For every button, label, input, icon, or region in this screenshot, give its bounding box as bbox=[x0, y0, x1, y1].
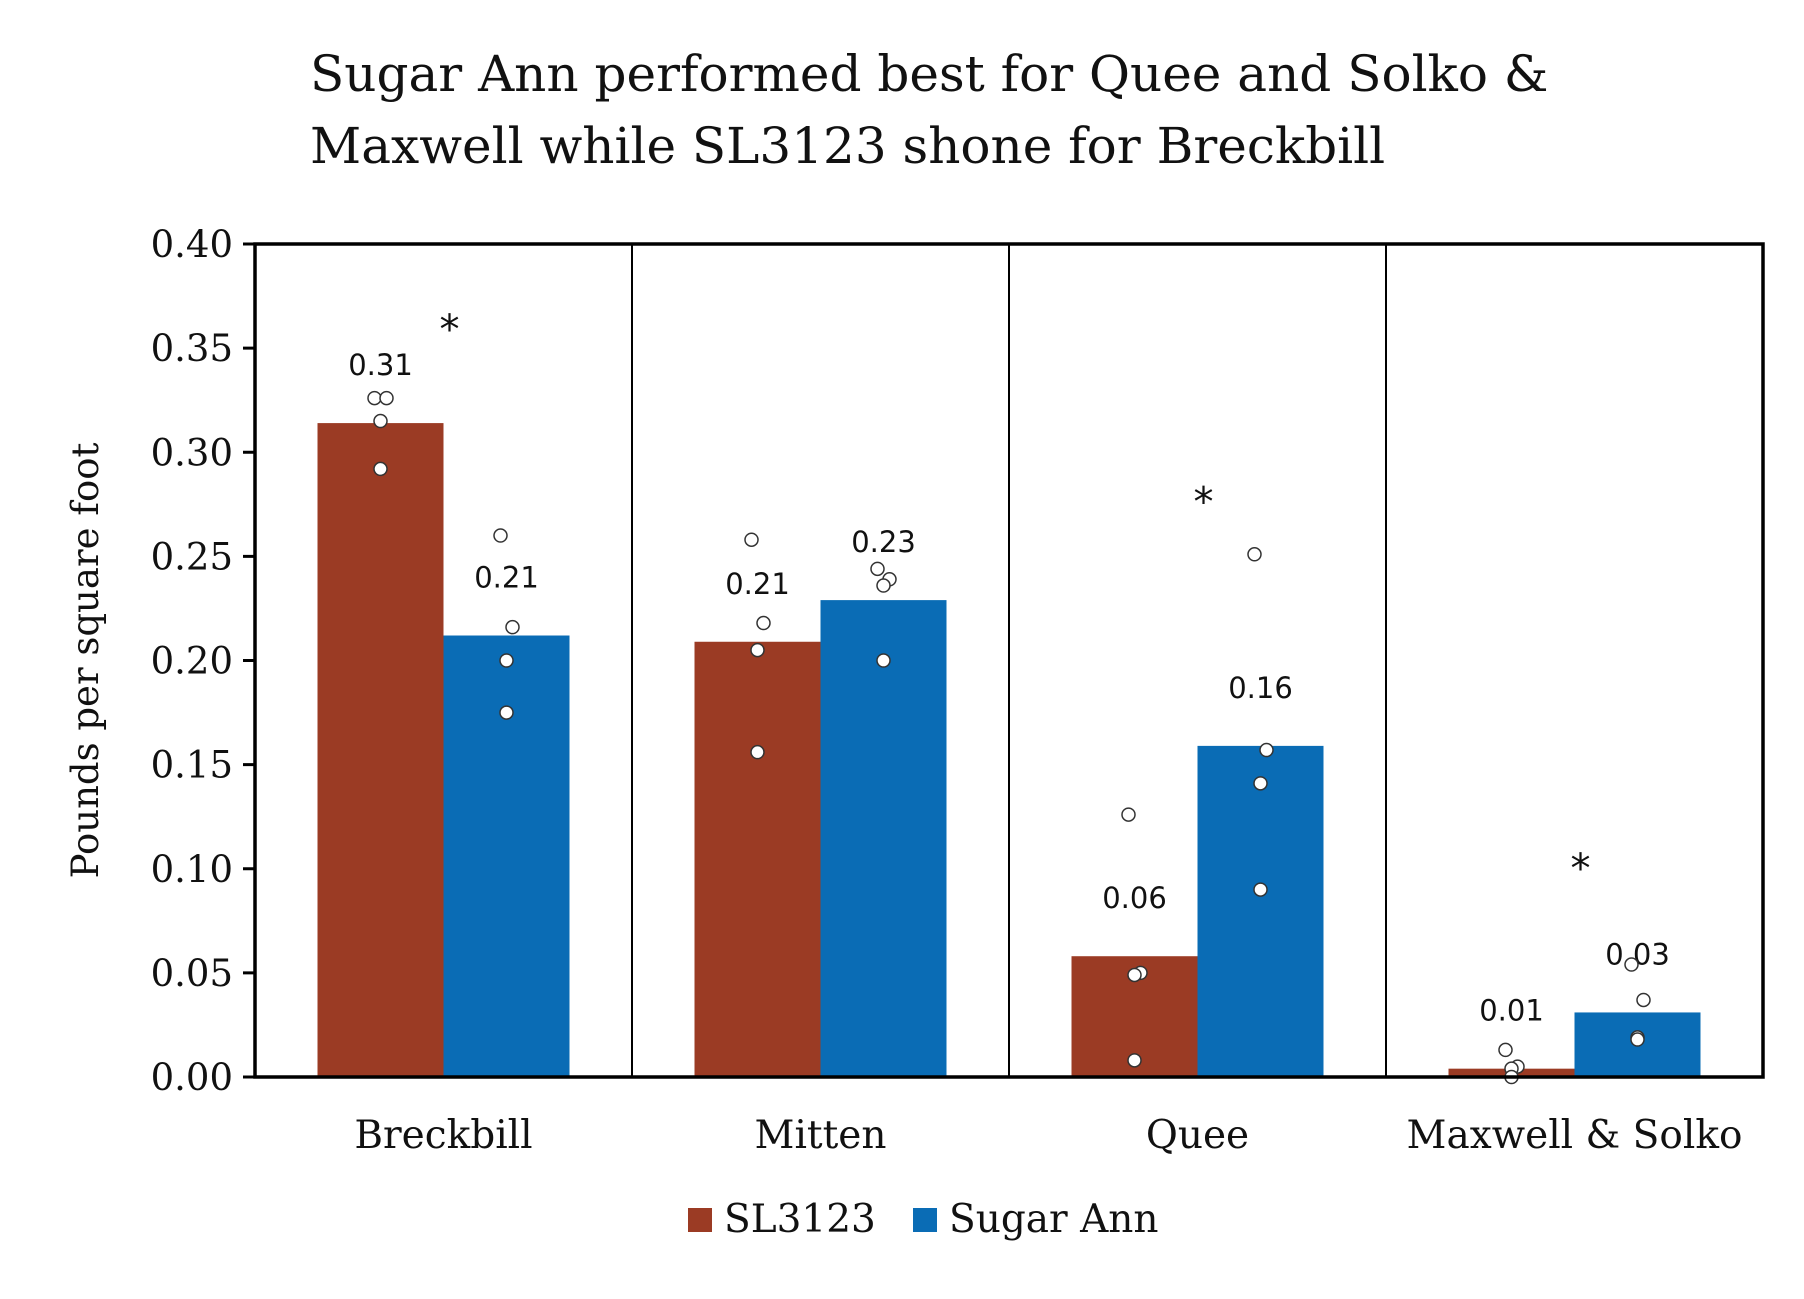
data-point bbox=[373, 461, 388, 477]
data-point bbox=[1121, 807, 1136, 822]
data-point bbox=[744, 532, 759, 547]
data-point bbox=[505, 619, 520, 635]
bar-sugar-ann bbox=[443, 635, 570, 1077]
y-tick-label: 0.30 bbox=[151, 431, 233, 474]
y-tick-label: 0.15 bbox=[151, 744, 233, 787]
data-point bbox=[1247, 547, 1262, 562]
data-point bbox=[1127, 1053, 1142, 1068]
data-label: 0.01 bbox=[1479, 994, 1544, 1028]
data-label: 0.06 bbox=[1102, 881, 1167, 915]
chart-title-line-1: Sugar Ann performed best for Quee and So… bbox=[310, 45, 1549, 103]
chart-title: Sugar Ann performed best for Quee and So… bbox=[310, 38, 1760, 182]
bar-sl3123 bbox=[694, 641, 821, 1077]
data-point bbox=[870, 561, 885, 577]
data-point bbox=[876, 578, 891, 593]
x-tick-label: Maxwell & Solko bbox=[1407, 1113, 1743, 1158]
significance-marker: * bbox=[440, 307, 460, 353]
data-label: 0.16 bbox=[1228, 671, 1293, 705]
x-tick-label: Breckbill bbox=[354, 1113, 532, 1158]
data-point bbox=[1259, 742, 1274, 758]
y-tick-label: 0.35 bbox=[151, 327, 233, 370]
y-tick-label: 0.40 bbox=[151, 223, 233, 266]
legend-label: Sugar Ann bbox=[949, 1197, 1159, 1242]
legend-label: SL3123 bbox=[724, 1197, 876, 1242]
bar-sugar-ann bbox=[1197, 745, 1324, 1077]
data-point bbox=[1253, 776, 1268, 791]
y-tick-label: 0.00 bbox=[151, 1056, 233, 1099]
significance-marker: * bbox=[1571, 846, 1591, 892]
bar-sugar-ann bbox=[820, 600, 947, 1077]
x-tick-label: Quee bbox=[1146, 1113, 1249, 1158]
data-label: 0.23 bbox=[851, 525, 916, 559]
data-point bbox=[493, 528, 508, 543]
data-label: 0.21 bbox=[725, 567, 790, 601]
y-tick-label: 0.25 bbox=[151, 535, 233, 578]
bar-sl3123 bbox=[317, 423, 444, 1078]
data-point bbox=[499, 705, 514, 720]
legend-swatch-sl3123 bbox=[688, 1208, 712, 1232]
data-point bbox=[1253, 882, 1268, 897]
data-point bbox=[367, 390, 382, 406]
y-tick-label: 0.20 bbox=[151, 640, 233, 683]
data-point bbox=[379, 390, 394, 406]
data-point bbox=[750, 642, 765, 658]
significance-marker: * bbox=[1194, 480, 1214, 526]
data-label: 0.21 bbox=[474, 561, 539, 595]
data-point bbox=[373, 413, 388, 429]
data-point bbox=[756, 615, 771, 631]
data-label: 0.31 bbox=[348, 348, 413, 382]
data-point bbox=[1636, 992, 1651, 1008]
x-tick-label: Mitten bbox=[755, 1113, 887, 1158]
data-point bbox=[499, 653, 514, 668]
y-tick-label: 0.05 bbox=[151, 952, 233, 995]
y-axis-label: Pounds per square foot bbox=[64, 442, 107, 878]
y-tick-label: 0.10 bbox=[151, 848, 233, 891]
legend-swatch-sugar-ann bbox=[913, 1208, 937, 1232]
data-point bbox=[1624, 957, 1639, 972]
data-point bbox=[750, 744, 765, 760]
data-point bbox=[876, 653, 891, 668]
data-point bbox=[1127, 967, 1142, 983]
data-point bbox=[1630, 1032, 1645, 1047]
chart-title-line-2: Maxwell while SL3123 shone for Breckbill bbox=[310, 117, 1386, 175]
data-point bbox=[1498, 1042, 1513, 1058]
